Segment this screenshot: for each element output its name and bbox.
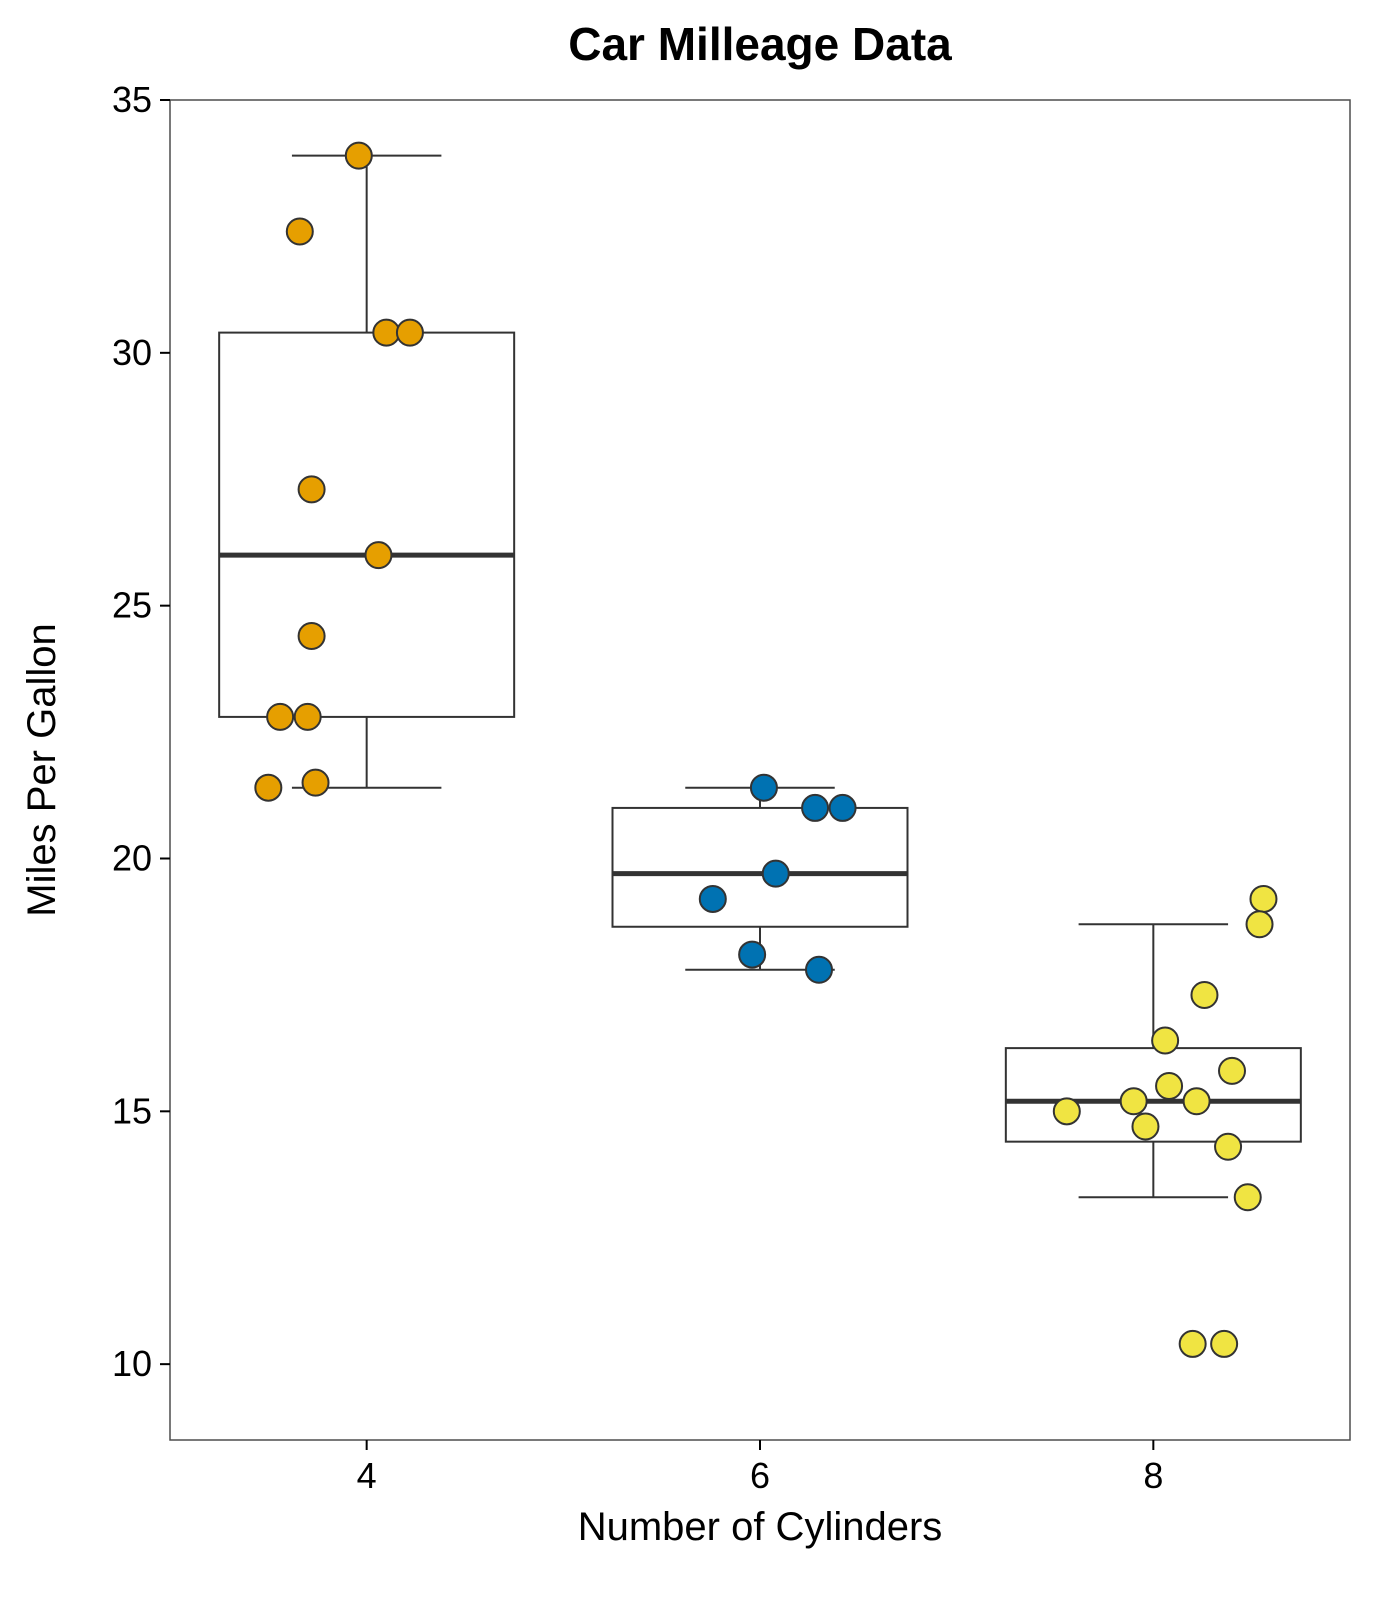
y-tick-label: 25 [112,585,152,626]
data-point [365,542,391,568]
data-point [1152,1028,1178,1054]
data-point [1054,1098,1080,1124]
data-point [1184,1088,1210,1114]
data-point [373,320,399,346]
data-point [1156,1073,1182,1099]
data-point [255,775,281,801]
data-point [1219,1058,1245,1084]
data-point [763,861,789,887]
chart-svg: 10 15 20 25 30 35 4 6 8 Miles Per Gallon Number of… [0,0,1400,1600]
data-point [751,775,777,801]
y-tick-label: 20 [112,837,152,878]
y-tick-label: 35 [112,79,152,120]
chart-container: 10 15 20 25 30 35 4 6 8 Miles Per Gallon Number of… [0,0,1400,1600]
x-tick-label: 8 [1143,1455,1163,1496]
data-point [397,320,423,346]
box [613,808,908,927]
data-point [739,942,765,968]
chart-bg [0,0,1400,1600]
data-point [299,623,325,649]
data-point [346,143,372,169]
data-point [267,704,293,730]
x-axis-label: Number of Cylinders [578,1505,943,1549]
y-axis-label: Miles Per Gallon [20,623,64,916]
chart-title: Car Milleage Data [568,18,952,70]
x-tick-label: 6 [750,1455,770,1496]
data-point [299,476,325,502]
data-point [1247,911,1273,937]
data-point [1121,1088,1147,1114]
data-point [1215,1134,1241,1160]
data-point [830,795,856,821]
y-tick-label: 15 [112,1090,152,1131]
data-point [1132,1113,1158,1139]
data-point [806,957,832,983]
data-point [1235,1184,1261,1210]
data-point [700,886,726,912]
data-point [1191,982,1217,1008]
y-tick-label: 30 [112,332,152,373]
data-point [1250,886,1276,912]
data-point [802,795,828,821]
data-point [1180,1331,1206,1357]
box [219,333,514,717]
data-point [1211,1331,1237,1357]
data-point [287,218,313,244]
data-point [295,704,321,730]
data-point [303,770,329,796]
y-tick-label: 10 [112,1343,152,1384]
x-tick-label: 4 [357,1455,377,1496]
